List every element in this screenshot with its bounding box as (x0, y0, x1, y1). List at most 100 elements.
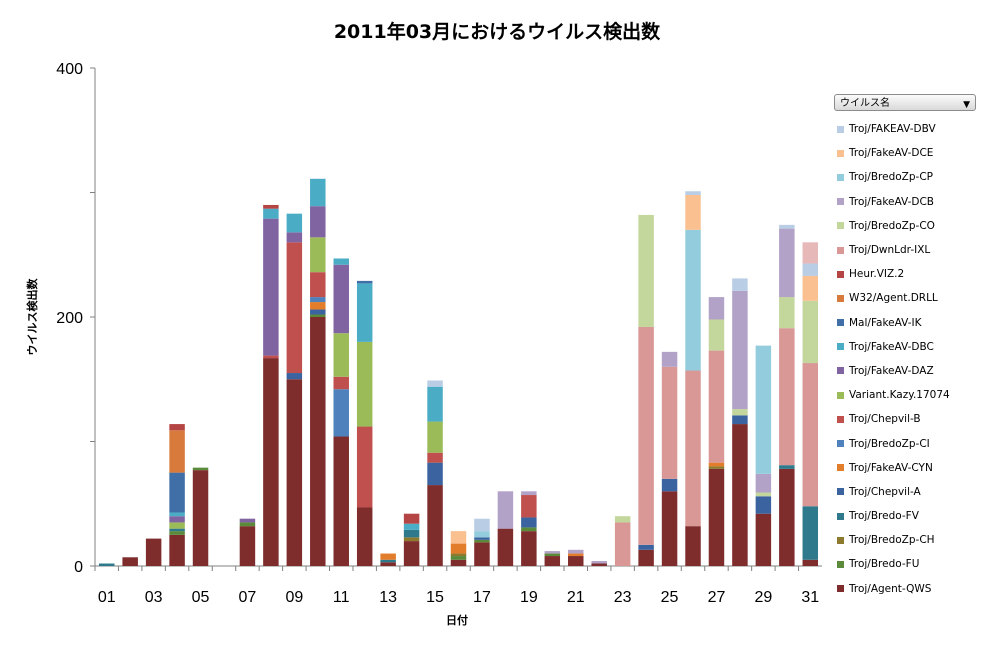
x-tick-label: 03 (145, 589, 163, 606)
legend-label: Troj/FakeAV-CYN (849, 461, 933, 474)
bar-segment-08-0 (263, 358, 279, 566)
bar-segment-26-0 (685, 526, 701, 566)
bar-segment-21-16 (568, 549, 584, 554)
legend-label: Troj/Bredo-FU (849, 558, 920, 571)
legend-item: Troj/BredoZp-CI (834, 431, 976, 455)
x-tick-label: 15 (426, 589, 444, 606)
bar-segment-15-7 (427, 452, 443, 463)
legend-label: Troj/BredoZp-CH (849, 534, 935, 547)
bar-segment-19-4 (521, 517, 537, 528)
legend-swatch (837, 488, 844, 496)
legend-swatch (837, 198, 844, 206)
bar-segment-11-7 (333, 376, 349, 390)
legend-label: Troj/FakeAV-DCE (849, 147, 934, 160)
bar-segment-29-17 (755, 345, 772, 474)
bar-segment-17-1 (474, 539, 490, 543)
bar-segment-12-8 (356, 341, 373, 427)
bar-segment-16-0 (450, 559, 467, 566)
legend-item: Troj/BredoZp-CP (834, 165, 976, 189)
legend-swatch (837, 270, 844, 278)
bar-segment-11-9 (333, 264, 349, 334)
bar-segment-21-0 (568, 556, 584, 566)
legend-swatch (837, 560, 844, 568)
legend-swatch (837, 125, 844, 133)
y-tick-label: 0 (74, 559, 83, 576)
bar-segment-17-17 (474, 531, 490, 538)
x-tick-label: 23 (614, 589, 632, 606)
x-tick-label: 19 (520, 589, 538, 606)
x-tick-label: 13 (379, 589, 397, 606)
bar-segment-31-15 (802, 300, 819, 364)
bar-segment-08-7 (263, 355, 279, 359)
bar-segment-30-3 (779, 465, 795, 469)
dropdown-arrow-icon[interactable]: ▼ (963, 100, 970, 110)
x-tick-label: 01 (98, 589, 116, 606)
legend-filter-dropdown[interactable]: ウイルス名 ▼ (834, 94, 976, 111)
bar-segment-10-6 (310, 297, 326, 303)
legend-swatch (837, 415, 844, 423)
bar-segment-28-19 (732, 278, 748, 291)
legend-swatch (837, 173, 844, 181)
bar-segment-19-0 (521, 531, 537, 566)
bar-segment-12-10 (356, 283, 373, 342)
bar-segment-16-2 (450, 553, 467, 557)
bar-segment-10-10 (310, 178, 326, 207)
legend-item: W32/Agent.DRLL (834, 286, 976, 310)
bar-segment-04-1 (169, 531, 185, 535)
bar-segment-16-1 (450, 556, 467, 560)
legend-item: Troj/Bredo-FU (834, 552, 976, 576)
bar-segment-20-1 (544, 553, 561, 557)
y-tick-label: 200 (56, 310, 83, 327)
bar-segment-04-11 (169, 472, 185, 513)
legend-swatch (837, 149, 844, 157)
bar-segment-26-14 (685, 370, 701, 527)
bar-segment-28-16 (732, 290, 748, 410)
bar-segment-11-10 (333, 258, 349, 265)
bar-segment-07-9 (239, 518, 256, 523)
bar-segment-26-18 (685, 194, 701, 230)
legend-swatch (837, 343, 844, 351)
bar-segment-14-10 (403, 523, 420, 530)
bar-segment-09-4 (286, 373, 303, 380)
bar-segment-30-15 (779, 297, 795, 329)
bar-segment-27-14 (708, 350, 725, 463)
legend-item: Troj/FAKEAV-DBV (834, 117, 976, 141)
bar-segment-27-0 (708, 468, 725, 566)
bar-segment-30-16 (779, 228, 795, 298)
bar-segment-26-19 (685, 191, 701, 195)
bar-segment-29-16 (755, 473, 772, 493)
legend-item: Troj/Chepvil-B (834, 407, 976, 431)
bar-segment-30-14 (779, 328, 795, 466)
bar-segment-13-5 (380, 553, 396, 560)
bar-segment-17-19 (474, 518, 490, 532)
bar-segment-16-5 (450, 543, 467, 554)
legend-label: Troj/FakeAV-DBC (849, 340, 934, 353)
bar-segment-13-0 (380, 562, 396, 566)
bar-segment-15-0 (427, 485, 443, 566)
bar-segment-12-11 (356, 280, 373, 284)
y-tick-labels: 0 200 400 (56, 61, 83, 576)
legend-label: Mal/FakeAV-IK (849, 316, 922, 329)
legend-label: Troj/DwnLdr-IXL (849, 244, 931, 257)
legend-swatch (837, 367, 844, 375)
bar-segment-04-3 (169, 528, 185, 532)
legend-swatch (837, 294, 844, 302)
bar-segment-03-0 (145, 538, 162, 566)
x-axis-title: 日付 (446, 613, 468, 627)
bar-segment-08-9 (263, 218, 279, 356)
legend-label: Troj/Chepvil-B (849, 413, 921, 426)
bar-segment-29-0 (755, 513, 772, 566)
bars (98, 178, 819, 566)
legend-item: Troj/FakeAV-DCE (834, 141, 976, 165)
legend-label: Troj/FakeAV-DAZ (849, 364, 934, 377)
bar-segment-11-8 (333, 333, 349, 377)
bar-segment-19-7 (521, 495, 537, 518)
bar-segment-10-0 (310, 317, 326, 566)
legend-label: Troj/Agent-QWS (849, 582, 932, 595)
bar-segment-31-19 (802, 263, 819, 276)
x-tick-label: 21 (567, 589, 585, 606)
legend-item: Troj/BredoZp-CH (834, 528, 976, 552)
bar-segment-24-4 (638, 544, 654, 550)
bar-segment-27-5 (708, 462, 725, 467)
